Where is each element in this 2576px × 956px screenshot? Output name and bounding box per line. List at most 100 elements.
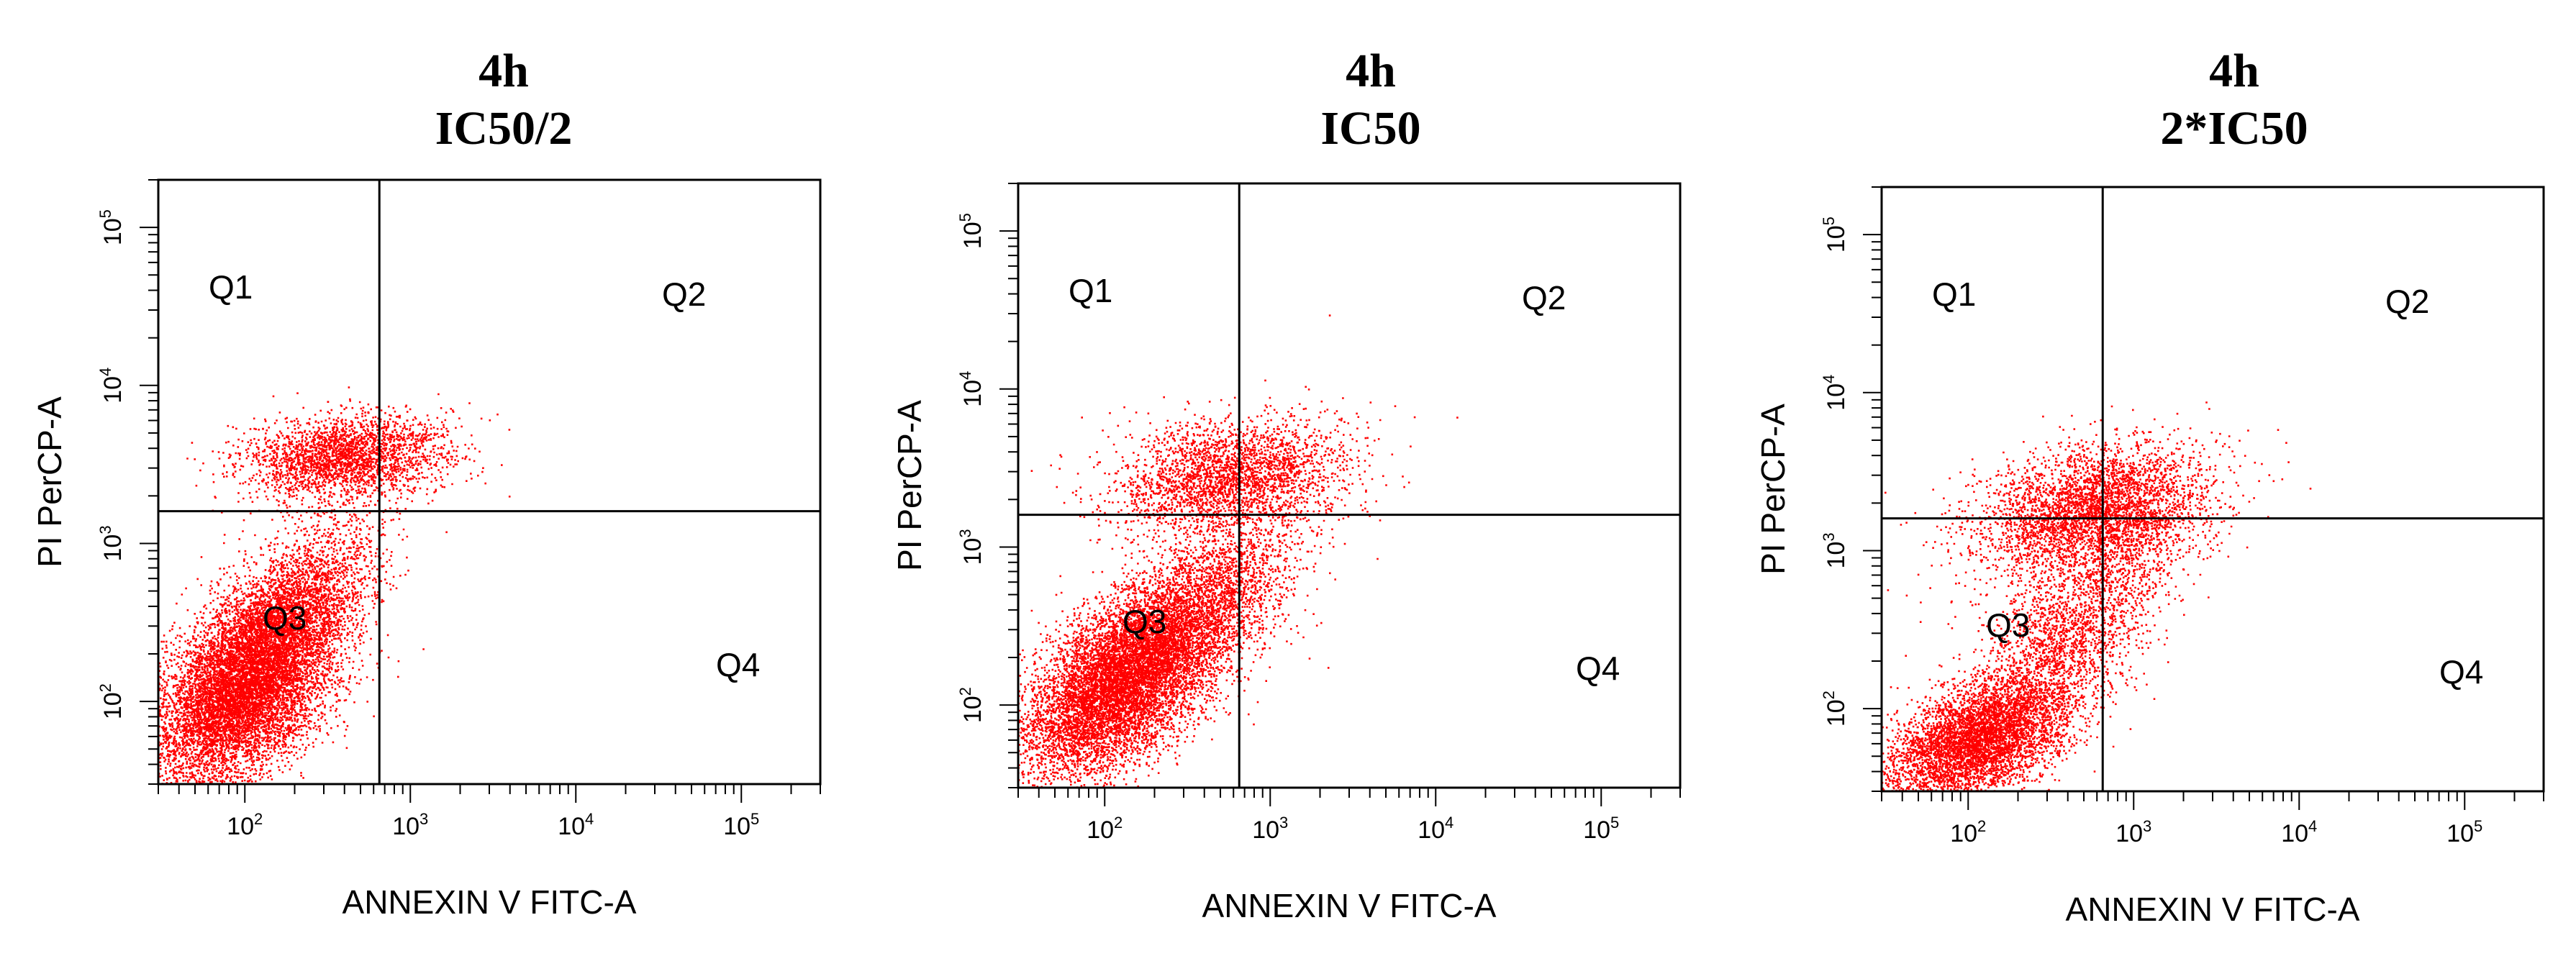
x-tick-exponent: 2 [1977,817,1986,835]
quadrant-label-q3: Q3 [1123,603,1166,640]
quadrant-label-q2: Q2 [662,276,706,313]
y-tick-label: 102 [1820,691,1850,727]
y-tick-base: 10 [1823,225,1850,252]
x-tick-label: 103 [1252,814,1288,844]
x-tick-exponent: 2 [1114,814,1123,832]
y-tick-base: 10 [959,538,987,565]
y-tick-base: 10 [99,218,127,245]
y-tick-label: 104 [1820,375,1850,411]
panel-title-dose: IC50/2 [435,102,573,155]
x-tick-exponent: 3 [1279,814,1288,832]
y-tick-label: 104 [956,371,987,407]
y-tick-label: 103 [956,529,987,565]
y-tick-label: 103 [96,525,127,561]
y-tick-exponent: 4 [1820,375,1838,383]
panel-title-dose: IC50 [1320,102,1420,155]
scatter-points [158,386,511,784]
scatter-points [1018,314,1459,788]
y-tick-exponent: 5 [1820,217,1838,225]
x-tick-exponent: 3 [419,810,428,828]
x-tick-label: 105 [1583,814,1619,844]
y-tick-base: 10 [959,380,987,407]
y-tick-base: 10 [99,692,127,719]
quadrant-label-q2: Q2 [1522,279,1566,317]
quadrant-label-q3: Q3 [263,599,307,637]
y-tick-exponent: 4 [956,371,974,380]
quadrant-label-q1: Q1 [1069,272,1112,309]
data-points [1018,428,1379,764]
y-axis-ticks [1863,186,1882,792]
x-tick-base: 10 [227,813,254,840]
data-points [1030,314,1459,587]
x-tick-label: 103 [2115,817,2151,847]
x-tick-base: 10 [1087,816,1114,844]
x-axis-ticks [1017,788,1681,806]
x-tick-base: 10 [1950,820,1977,847]
y-tick-exponent: 2 [1820,691,1838,699]
x-tick-base: 10 [1583,816,1610,844]
panel-title-time: 4h [2209,45,2259,97]
y-axis-label: PI PerCP-A [31,396,68,568]
point-cluster-1 [1018,494,1305,788]
y-tick-base: 10 [1823,383,1850,411]
x-tick-label: 102 [1087,814,1123,844]
quadrant-label-q1: Q1 [1932,276,1976,313]
x-tick-exponent: 3 [2143,817,2151,835]
x-tick-base: 10 [558,813,585,840]
x-tick-label: 103 [392,810,428,840]
x-tick-label: 102 [1950,817,1986,847]
data-points [186,386,511,527]
x-tick-label: 102 [227,810,263,840]
x-tick-label: 104 [558,810,594,840]
quadrant-label-q1: Q1 [209,268,253,306]
x-axis-ticks [1881,791,2544,810]
panel-title-dose: 2*IC50 [2160,102,2308,155]
x-tick-base: 10 [392,813,419,840]
x-axis-label: ANNEXIN V FITC-A [343,883,637,921]
panel-title-time: 4h [1346,45,1396,97]
y-tick-exponent: 3 [1820,532,1838,541]
point-cluster-2 [1018,428,1379,764]
x-tick-exponent: 2 [254,810,263,828]
x-tick-base: 10 [2281,820,2308,847]
y-tick-base: 10 [1823,699,1850,727]
y-tick-base: 10 [99,376,127,404]
quadrant-label-q4: Q4 [2439,653,2483,691]
point-cluster-1 [158,506,425,784]
x-tick-label: 105 [723,810,759,840]
y-tick-base: 10 [99,534,127,562]
x-tick-exponent: 4 [585,810,594,828]
quadrant-label-q3: Q3 [1986,606,2030,644]
x-axis-label: ANNEXIN V FITC-A [1202,887,1497,924]
x-tick-exponent: 5 [2474,817,2482,835]
y-axis-label: PI PerCP-A [891,400,928,571]
point-cluster-1 [1882,615,2138,791]
x-axis-label: ANNEXIN V FITC-A [2066,891,2360,928]
y-tick-base: 10 [959,222,987,249]
y-tick-exponent: 3 [956,529,974,537]
y-tick-exponent: 4 [96,368,114,376]
panel-title-time: 4h [479,45,529,97]
x-tick-exponent: 5 [750,810,759,828]
x-tick-label: 104 [1418,814,1453,844]
quadrant-label-q4: Q4 [1576,650,1620,687]
y-tick-exponent: 2 [96,683,114,692]
x-tick-base: 10 [723,813,750,840]
x-tick-label: 104 [2281,817,2317,847]
y-tick-label: 104 [96,368,127,404]
point-cluster-3 [1030,314,1459,587]
quadrant-label-q4: Q4 [716,646,760,683]
point-cluster-3 [186,386,511,527]
y-tick-label: 105 [1820,217,1850,252]
x-tick-label: 105 [2446,817,2482,847]
y-axis-ticks [999,183,1018,788]
x-axis-ticks [158,784,821,803]
y-tick-label: 102 [956,687,987,723]
quadrant-label-q2: Q2 [2385,283,2429,320]
x-tick-exponent: 4 [1445,814,1453,832]
y-tick-exponent: 5 [96,209,114,218]
